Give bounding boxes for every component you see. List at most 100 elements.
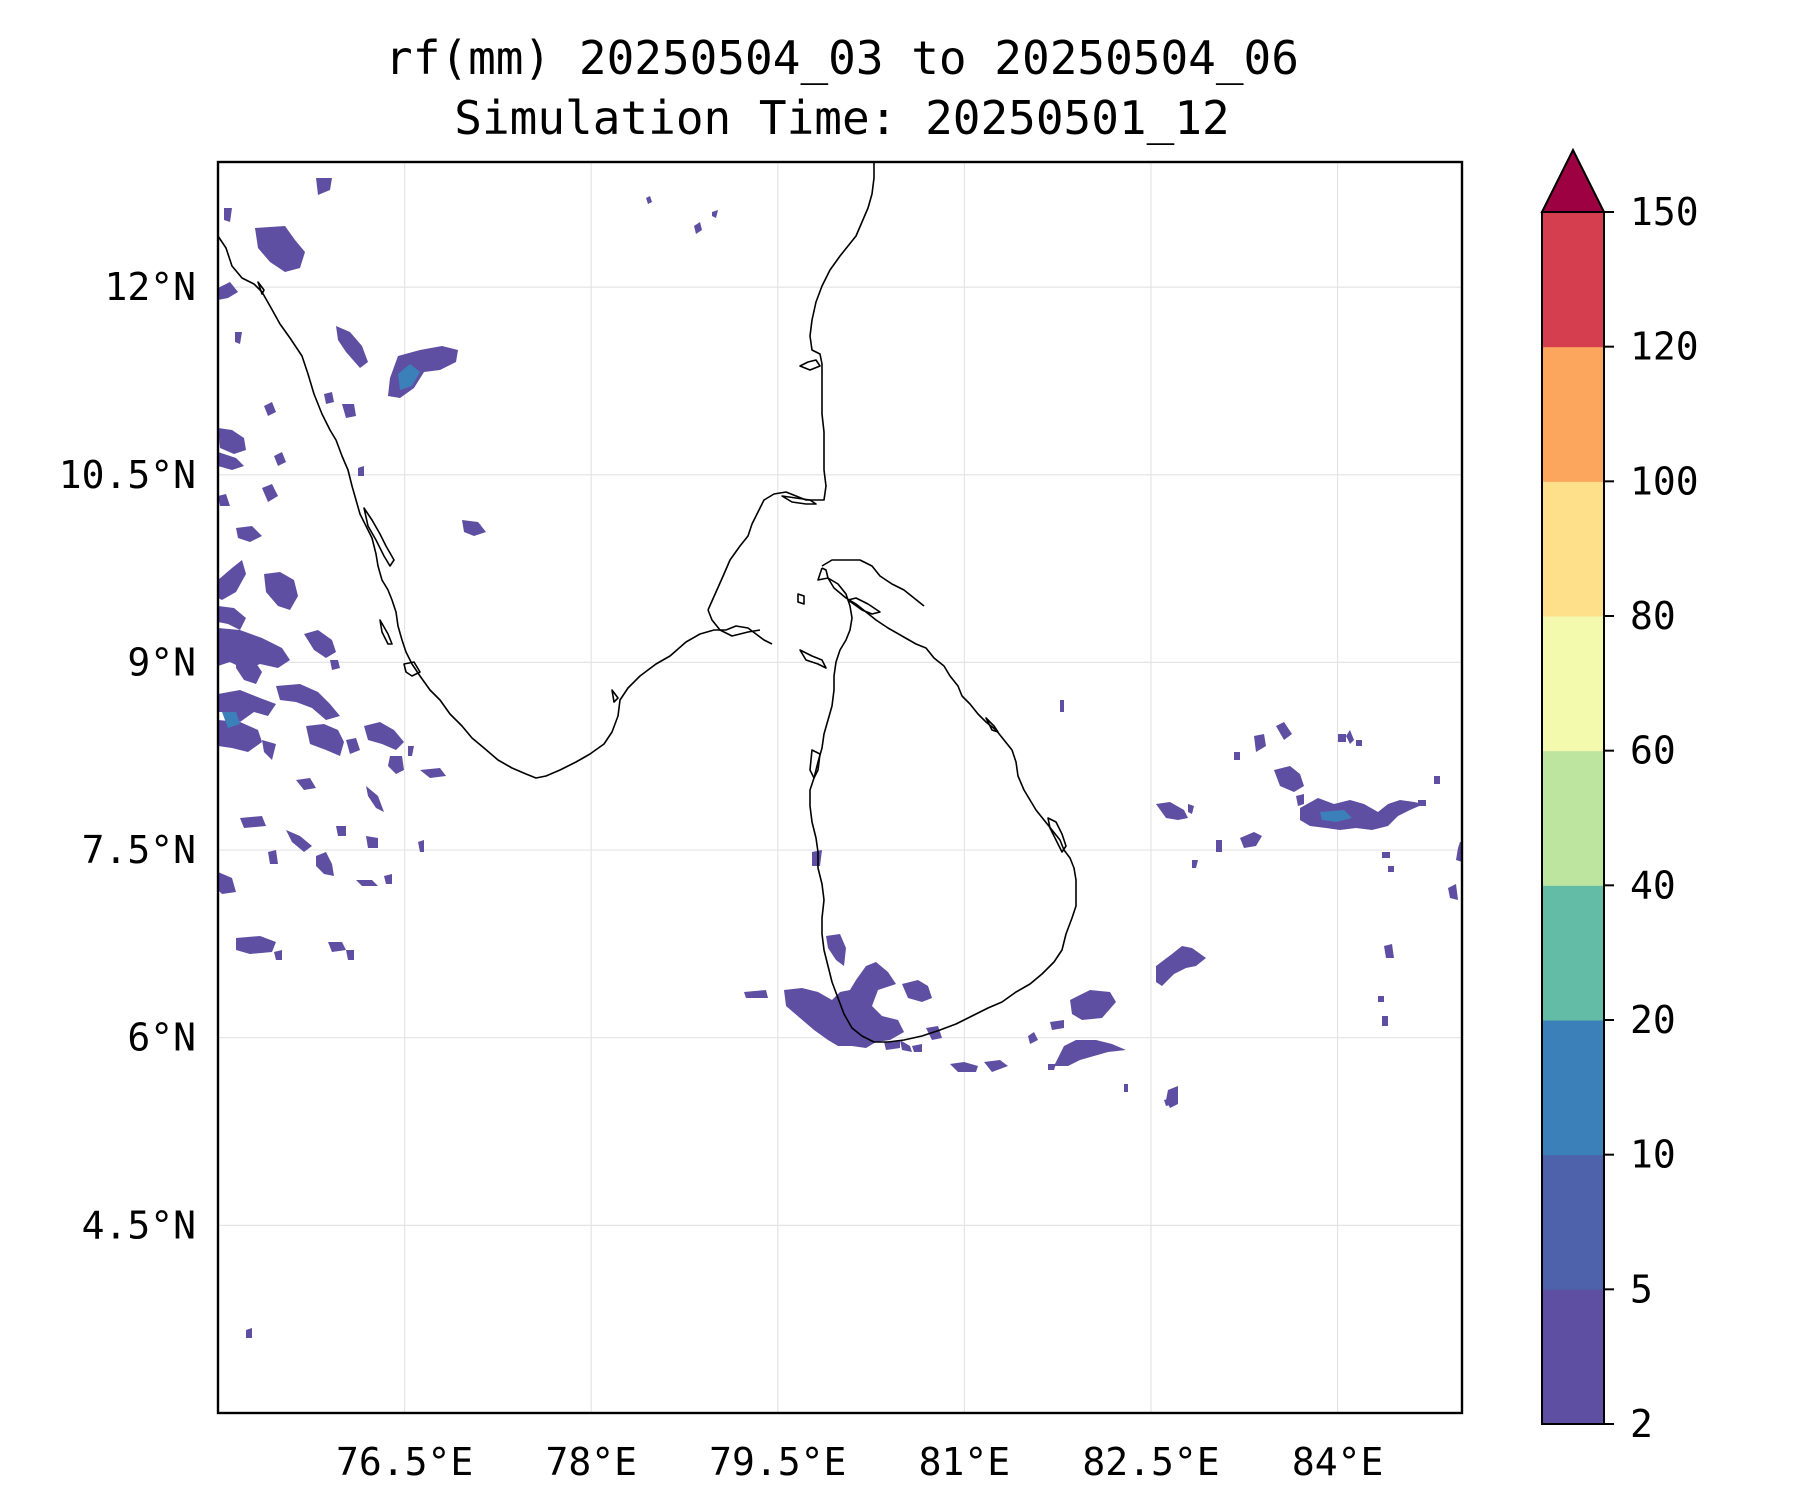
- rain-patch: [1048, 1064, 1056, 1070]
- rain-patch: [276, 684, 340, 720]
- x-tick-label: 79.5°E: [709, 1440, 846, 1484]
- colorbar-segment: [1542, 885, 1604, 1021]
- map-title-line2: Simulation Time: 20250501_12: [454, 91, 1229, 145]
- coastline-west-inlet: [257, 281, 265, 295]
- rain-patch: [646, 196, 652, 204]
- rain-patch: [342, 404, 356, 418]
- coastline-lagoon: [847, 597, 881, 615]
- rain-patch: [388, 756, 404, 774]
- coastline-sri-lanka: [809, 567, 1077, 1043]
- coastline-puttalam: [809, 749, 821, 779]
- colorbar-tick-label: 100: [1630, 459, 1699, 503]
- coastline-jaffna: [821, 559, 925, 607]
- rain-patch: [274, 950, 282, 960]
- colorbar-frame: [1541, 211, 1605, 1425]
- rain-patch: [784, 962, 904, 1048]
- colorbar-segment: [1542, 1289, 1604, 1425]
- colorbar-segment: [1542, 212, 1604, 348]
- rain-patch: [218, 282, 238, 300]
- rain-patch: [1456, 842, 1462, 862]
- map-area: [216, 160, 1464, 1415]
- rain-patch: [384, 874, 392, 884]
- rain-patch: [346, 738, 360, 754]
- colorbar-tick-label: 150: [1630, 190, 1699, 234]
- coastlines: [217, 162, 1077, 1043]
- rain-patch: [1216, 840, 1222, 852]
- rain-patch: [1356, 740, 1362, 746]
- rain-patch: [296, 778, 316, 790]
- x-tick-label: 76.5°E: [336, 1440, 473, 1484]
- rain-patch: [1338, 734, 1346, 742]
- colorbar: 2 5 10 20 40 60 80 100 120 150: [1540, 147, 1699, 1446]
- rain-patch: [1188, 804, 1194, 814]
- x-axis-ticks: 76.5°E 78°E 79.5°E 81°E 82.5°E 84°E: [336, 1440, 1383, 1484]
- x-tick-label: 81°E: [919, 1440, 1011, 1484]
- rain-patch: [358, 466, 364, 476]
- rain-patch: [1346, 730, 1354, 744]
- rain-patch: [1300, 798, 1424, 830]
- rain-patch: [464, 522, 484, 532]
- rain-patch: [240, 816, 266, 828]
- rain-patch: [1384, 944, 1394, 958]
- rain-patch: [1382, 852, 1390, 858]
- colorbar-segment: [1542, 481, 1604, 617]
- rain-patch: [1060, 700, 1064, 712]
- rain-patch: [694, 222, 702, 234]
- rain-patch: [316, 178, 332, 195]
- rain-patch: [1434, 776, 1440, 784]
- x-tick-label: 78°E: [545, 1440, 637, 1484]
- rain-patch: [1164, 1098, 1174, 1106]
- rain-patch: [1070, 990, 1116, 1020]
- rain-patch: [926, 1026, 942, 1040]
- rain-patch: [420, 768, 446, 778]
- colorbar-tick-label: 120: [1630, 325, 1699, 369]
- rain-patch: [1448, 884, 1458, 900]
- rain-patch: [1192, 860, 1198, 868]
- coastline-gulf: [611, 689, 619, 703]
- rain-patch: [398, 364, 420, 390]
- rain-patch: [236, 656, 262, 684]
- rain-patch: [1254, 734, 1266, 752]
- y-tick-label: 12°N: [104, 265, 196, 309]
- rain-patch: [1418, 800, 1426, 806]
- rain-patch: [366, 786, 384, 812]
- rain-patch: [218, 428, 246, 454]
- rain-patch: [366, 836, 378, 848]
- coastline-trinco: [1047, 817, 1067, 853]
- rain-patch: [902, 980, 932, 1002]
- coastline-kerala-2: [403, 661, 421, 677]
- rain-patch: [1156, 802, 1188, 820]
- coastline-kerala-backwater: [363, 507, 395, 567]
- rain-patch: [236, 936, 276, 954]
- y-tick-label: 7.5°N: [82, 828, 196, 872]
- rain-patch: [304, 630, 336, 658]
- rain-patch: [364, 722, 404, 750]
- rain-patch: [1234, 752, 1240, 760]
- coastline-mannar: [799, 649, 827, 669]
- colorbar-segment: [1542, 1154, 1604, 1290]
- colorbar-tick-label: 10: [1630, 1133, 1676, 1177]
- rain-patch: [264, 572, 298, 610]
- colorbar-tick-label: 40: [1630, 863, 1676, 907]
- colorbar-segment: [1542, 750, 1604, 886]
- rain-patch: [950, 1062, 978, 1072]
- rain-patch: [218, 560, 246, 600]
- rain-patch: [236, 526, 262, 542]
- rainfall-shading: [218, 178, 1462, 1338]
- rain-patch: [262, 484, 278, 502]
- rain-patch: [218, 872, 236, 894]
- coastline-kochi: [379, 619, 393, 645]
- rain-patch: [1320, 810, 1352, 822]
- rain-patch: [408, 746, 414, 756]
- rain-patch: [712, 210, 718, 218]
- y-tick-label: 10.5°N: [59, 453, 196, 497]
- rain-patch: [812, 850, 822, 866]
- rain-patch: [1124, 1084, 1128, 1092]
- rain-patch: [1296, 794, 1304, 806]
- x-tick-label: 82.5°E: [1082, 1440, 1219, 1484]
- rain-patch: [324, 392, 334, 404]
- colorbar-extend-arrow: [1540, 147, 1606, 213]
- colorbar-tick-label: 5: [1630, 1267, 1653, 1311]
- rain-patch: [1276, 722, 1292, 740]
